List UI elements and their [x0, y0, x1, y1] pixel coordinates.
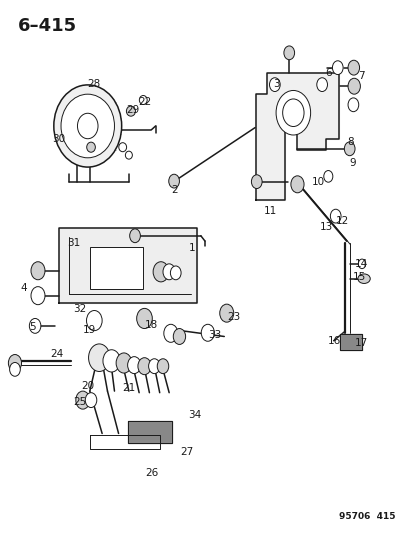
Ellipse shape	[139, 95, 147, 104]
Text: 13: 13	[319, 222, 332, 232]
Text: 15: 15	[352, 272, 365, 282]
Text: 7: 7	[357, 70, 363, 80]
Circle shape	[29, 318, 41, 333]
Circle shape	[219, 304, 233, 322]
Text: 6: 6	[324, 68, 331, 78]
Text: 31: 31	[66, 238, 80, 248]
Polygon shape	[128, 421, 172, 442]
Circle shape	[290, 176, 303, 193]
Circle shape	[136, 309, 152, 328]
Text: 4: 4	[21, 282, 27, 293]
Text: 17: 17	[354, 338, 367, 349]
Text: 10: 10	[311, 176, 324, 187]
Text: 34: 34	[188, 410, 201, 420]
Circle shape	[164, 324, 177, 342]
Ellipse shape	[77, 114, 98, 139]
Circle shape	[103, 350, 120, 372]
Circle shape	[9, 362, 20, 376]
Circle shape	[138, 358, 151, 375]
Circle shape	[330, 209, 340, 223]
Text: 30: 30	[52, 134, 65, 144]
Text: 11: 11	[263, 206, 277, 216]
Ellipse shape	[357, 274, 369, 284]
Text: 20: 20	[81, 381, 94, 391]
Text: 24: 24	[50, 349, 63, 359]
Text: 29: 29	[126, 105, 139, 115]
Text: 6–415: 6–415	[18, 17, 77, 35]
Text: 33: 33	[208, 330, 221, 341]
Circle shape	[153, 262, 169, 282]
Polygon shape	[256, 73, 338, 200]
Polygon shape	[339, 334, 361, 350]
Ellipse shape	[125, 151, 132, 159]
Circle shape	[173, 328, 185, 344]
Circle shape	[129, 229, 140, 243]
Text: 26: 26	[145, 469, 158, 478]
Polygon shape	[90, 435, 159, 449]
Circle shape	[31, 287, 45, 305]
Circle shape	[316, 78, 327, 92]
Circle shape	[31, 262, 45, 280]
Circle shape	[358, 259, 365, 269]
Text: 22: 22	[138, 97, 152, 107]
Ellipse shape	[126, 106, 135, 116]
Ellipse shape	[54, 85, 121, 167]
Circle shape	[148, 359, 160, 374]
Ellipse shape	[119, 143, 126, 152]
Text: 14: 14	[354, 259, 367, 269]
Ellipse shape	[86, 142, 95, 152]
Circle shape	[76, 391, 90, 409]
Text: 1: 1	[189, 243, 195, 253]
FancyBboxPatch shape	[90, 247, 143, 289]
Circle shape	[86, 311, 102, 330]
Text: 16: 16	[327, 336, 340, 346]
Text: 18: 18	[145, 320, 158, 330]
Circle shape	[201, 324, 214, 341]
Circle shape	[275, 91, 310, 135]
Text: 8: 8	[347, 137, 354, 147]
Circle shape	[323, 171, 332, 182]
Circle shape	[85, 393, 97, 408]
Polygon shape	[59, 228, 196, 303]
Circle shape	[8, 354, 21, 372]
Circle shape	[127, 357, 140, 374]
Text: 9: 9	[349, 158, 356, 168]
Circle shape	[269, 78, 280, 92]
Circle shape	[283, 46, 294, 60]
Text: 2: 2	[171, 184, 177, 195]
Circle shape	[347, 98, 358, 112]
Circle shape	[169, 174, 179, 188]
Text: 25: 25	[73, 397, 86, 407]
Circle shape	[251, 175, 261, 189]
Ellipse shape	[61, 94, 114, 158]
Text: 12: 12	[335, 216, 349, 227]
Circle shape	[163, 264, 175, 280]
Circle shape	[116, 353, 131, 373]
Text: 5: 5	[29, 322, 36, 333]
Text: 32: 32	[73, 304, 86, 314]
Text: 3: 3	[273, 78, 280, 88]
Text: 28: 28	[87, 78, 100, 88]
Circle shape	[332, 61, 342, 75]
Circle shape	[170, 266, 180, 280]
Text: 19: 19	[83, 325, 96, 335]
Circle shape	[88, 344, 110, 372]
Text: 95706  415: 95706 415	[338, 512, 394, 521]
Circle shape	[282, 99, 303, 126]
Text: 21: 21	[122, 383, 135, 393]
Circle shape	[347, 78, 359, 94]
Circle shape	[157, 359, 169, 374]
Circle shape	[347, 60, 359, 75]
Text: 23: 23	[227, 312, 240, 322]
Text: 27: 27	[179, 447, 192, 457]
Circle shape	[344, 142, 354, 156]
